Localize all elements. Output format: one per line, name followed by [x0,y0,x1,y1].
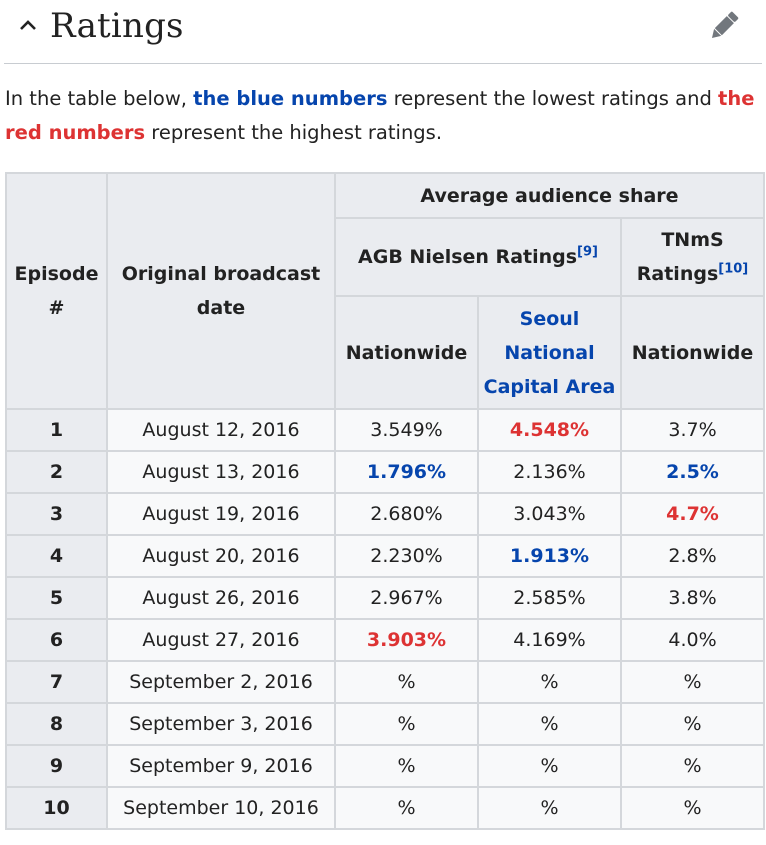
tnms-nationwide-cell: 2.8% [620,534,765,578]
pencil-icon[interactable] [704,6,744,46]
header-agb-nationwide: Nationwide [334,295,479,410]
broadcast-date-cell: August 13, 2016 [106,450,336,494]
agb-nationwide-cell: 2.680% [334,492,479,536]
agb-nationwide-cell: 1.796% [334,450,479,494]
episode-cell: 5 [5,576,108,620]
table-row: 4 August 20, 2016 2.230% 1.913% 2.8% [5,534,765,578]
episode-cell: 3 [5,492,108,536]
tnms-label: TNmS Ratings [636,229,724,285]
agb-nationwide-cell: % [334,744,479,788]
intro-paragraph: In the table below, the blue numbers rep… [5,82,757,150]
agb-seoul-cell: % [477,660,622,704]
broadcast-date-cell: September 2, 2016 [106,660,336,704]
episode-cell: 9 [5,744,108,788]
table-row: 7 September 2, 2016%%% [5,660,765,704]
section-title: Ratings [50,6,184,46]
episode-cell: 4 [5,534,108,578]
agb-seoul-cell: 3.043% [477,492,622,536]
broadcast-date-cell: August 27, 2016 [106,618,336,662]
agb-seoul-cell: 2.585% [477,576,622,620]
blue-numbers-phrase: the blue numbers [193,87,388,110]
red-numbers-phrase: the red numbers [5,87,755,144]
agb-reference-link[interactable]: [9] [577,244,598,260]
agb-seoul-cell: 2.136% [477,450,622,494]
broadcast-date-cell: August 26, 2016 [106,576,336,620]
agb-nationwide-cell: % [334,702,479,746]
agb-seoul-cell: % [477,786,622,830]
table-row: 10 September 10, 2016%%% [5,786,765,830]
tnms-nationwide-cell: % [620,744,765,788]
agb-nielsen-label: AGB Nielsen Ratings [358,246,578,268]
broadcast-date-cell: September 9, 2016 [106,744,336,788]
broadcast-date-cell: August 12, 2016 [106,408,336,452]
agb-nationwide-cell: 2.967% [334,576,479,620]
ratings-table-body: 1 August 12, 2016 3.549% 4.548% 3.7% 2 August … [5,408,765,830]
intro-text-middle: represent the lowest ratings and [387,87,719,110]
tnms-nationwide-cell: 4.0% [620,618,765,662]
table-row: 9 September 9, 2016%%% [5,744,765,788]
agb-nationwide-cell: % [334,786,479,830]
broadcast-date-cell: September 3, 2016 [106,702,336,746]
table-row: 3 August 19, 2016 2.680% 3.043% 4.7% [5,492,765,536]
episode-cell: 8 [5,702,108,746]
tnms-nationwide-cell: % [620,786,765,830]
agb-seoul-cell: 4.548% [477,408,622,452]
agb-nationwide-cell: % [334,660,479,704]
episode-cell: 10 [5,786,108,830]
ratings-table: Episode # Original broadcast date Averag… [5,172,765,830]
table-row: 1 August 12, 2016 3.549% 4.548% 3.7% [5,408,765,452]
section-divider [4,63,762,64]
header-average-share: Average audience share [334,172,765,219]
agb-seoul-cell: % [477,702,622,746]
tnms-reference-link[interactable]: [10] [718,261,749,277]
tnms-nationwide-cell: 3.7% [620,408,765,452]
agb-nationwide-cell: 3.549% [334,408,479,452]
agb-seoul-cell: % [477,744,622,788]
agb-nationwide-cell: 2.230% [334,534,479,578]
tnms-nationwide-cell: 3.8% [620,576,765,620]
agb-seoul-cell: 1.913% [477,534,622,578]
header-tnms-nationwide: Nationwide [620,295,765,410]
section-header[interactable]: Ratings [0,0,766,62]
header-episode: Episode # [5,172,108,410]
intro-text-end: represent the highest ratings. [145,121,443,144]
broadcast-date-cell: September 10, 2016 [106,786,336,830]
tnms-nationwide-cell: % [620,702,765,746]
table-row: 6 August 27, 2016 3.903% 4.169% 4.0% [5,618,765,662]
broadcast-date-cell: August 19, 2016 [106,492,336,536]
broadcast-date-cell: August 20, 2016 [106,534,336,578]
agb-nationwide-cell: 3.903% [334,618,479,662]
seoul-capital-area-link[interactable]: Seoul National Capital Area [477,295,622,410]
episode-cell: 1 [5,408,108,452]
table-row: 8 September 3, 2016%%% [5,702,765,746]
table-row: 2 August 13, 2016 1.796% 2.136% 2.5% [5,450,765,494]
episode-cell: 7 [5,660,108,704]
header-broadcast-date: Original broadcast date [106,172,336,410]
header-agb-nielsen: AGB Nielsen Ratings[9] [334,217,622,297]
chevron-up-icon[interactable] [16,14,40,38]
intro-text-start: In the table below, [5,87,194,110]
episode-cell: 2 [5,450,108,494]
tnms-nationwide-cell: 4.7% [620,492,765,536]
episode-cell: 6 [5,618,108,662]
table-row: 5 August 26, 2016 2.967% 2.585% 3.8% [5,576,765,620]
agb-seoul-cell: 4.169% [477,618,622,662]
tnms-nationwide-cell: % [620,660,765,704]
header-tnms: TNmS Ratings[10] [620,217,765,297]
tnms-nationwide-cell: 2.5% [620,450,765,494]
